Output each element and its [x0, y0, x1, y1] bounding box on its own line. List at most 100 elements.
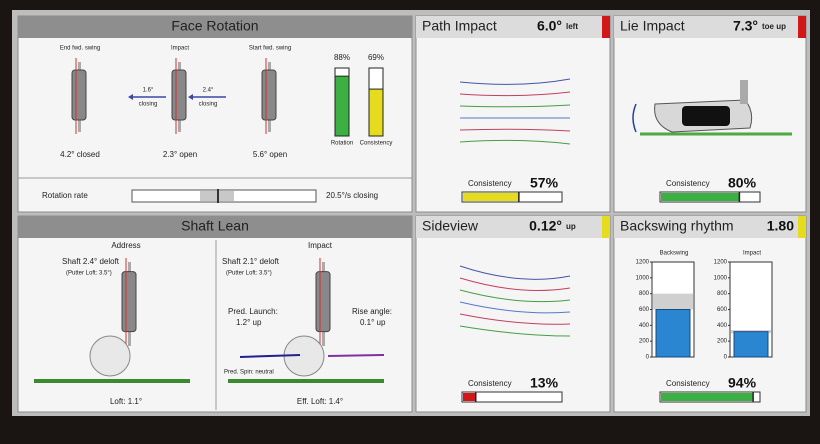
launch-value: 1.2° up [236, 318, 262, 327]
badge [602, 16, 610, 38]
target-range [653, 293, 693, 310]
putter-insert [682, 106, 730, 126]
panel-title: Lie Impact [620, 18, 685, 34]
rotation-rate-label: Rotation rate [42, 191, 88, 200]
meter-bar [334, 75, 350, 137]
putter-head [261, 69, 277, 121]
shaft-deloft: Shaft 2.1° deloft [222, 257, 280, 266]
panel [415, 215, 611, 413]
launch-arrow [239, 354, 301, 358]
shaft-deloft: Shaft 2.4° deloft [62, 257, 120, 266]
ball [89, 335, 131, 377]
panel-title: Face Rotation [171, 18, 258, 34]
chart-label: Impact [743, 251, 761, 257]
rise-value: 0.1° up [360, 318, 386, 327]
panel [415, 15, 611, 213]
y-tick-label: 0 [724, 355, 728, 361]
position-label: Impact [171, 46, 189, 52]
change-direction: closing [199, 102, 218, 108]
y-tick-label: 600 [717, 307, 728, 313]
meter-label: Consistency [360, 141, 393, 147]
arrow-head [128, 94, 133, 100]
panel-header [614, 16, 806, 38]
panel-value: 1.80 [767, 218, 794, 234]
y-tick-label: 1200 [714, 260, 728, 266]
panel-header [416, 216, 610, 238]
panel [613, 215, 807, 413]
column-label: Address [111, 241, 140, 250]
rise-arrow [327, 354, 385, 357]
panel-title: Path Impact [422, 18, 497, 34]
trace [459, 91, 571, 97]
consistency-label: Consistency [468, 179, 512, 188]
position-label: Start fwd. swing [249, 46, 291, 52]
consistency-label: Consistency [468, 379, 512, 388]
putter-hosel [740, 80, 748, 104]
position-angle: 4.2° closed [60, 150, 100, 159]
trace [459, 301, 571, 314]
consistency-bar [463, 393, 476, 401]
meter-bar [368, 88, 384, 137]
y-tick-label: 400 [717, 323, 728, 329]
badge [798, 16, 806, 38]
meter-label: Rotation [331, 141, 353, 147]
y-tick-label: 200 [639, 339, 650, 345]
y-tick-label: 400 [639, 323, 650, 329]
putter-loft: (Putter Loft: 3.5°) [226, 271, 272, 277]
column-label: Impact [308, 241, 333, 250]
trace [459, 289, 571, 303]
panel-value: 7.3° [733, 18, 758, 34]
spin: Pred. Spin: neutral [224, 370, 274, 376]
y-tick-label: 800 [717, 291, 728, 297]
y-tick-label: 1000 [714, 275, 728, 281]
panel-direction: left [566, 22, 578, 31]
panel-title: Backswing rhythm [620, 218, 734, 234]
meter-value: 69% [368, 53, 384, 62]
badge [602, 216, 610, 238]
y-tick-label: 200 [717, 339, 728, 345]
consistency-bar [661, 193, 740, 201]
putter-head [315, 271, 331, 333]
change-value: 1.6° [143, 88, 154, 94]
chart-label: Backswing [660, 251, 689, 257]
putter-head [171, 69, 187, 121]
consistency-value: 13% [530, 375, 559, 391]
panel-title: Shaft Lean [181, 218, 249, 234]
trace [459, 78, 571, 85]
y-tick-label: 1000 [636, 275, 650, 281]
arrow-head [188, 94, 193, 100]
bar [655, 309, 691, 358]
loft: Eff. Loft: 1.4° [297, 397, 343, 406]
panel-header [614, 216, 806, 238]
trace [459, 325, 571, 337]
panel-header [416, 16, 610, 38]
panel-value: 0.12° [529, 218, 562, 234]
position-angle: 5.6° open [253, 150, 287, 159]
consistency-label: Consistency [666, 379, 710, 388]
change-direction: closing [139, 102, 158, 108]
consistency-bar [661, 393, 754, 401]
lie-arrow [632, 103, 637, 133]
bar [733, 331, 769, 358]
rotation-rate-value: 20.5°/s closing [326, 191, 378, 200]
badge [798, 216, 806, 238]
trace [459, 277, 571, 291]
putter-loft: (Putter Loft: 3.5°) [66, 271, 112, 277]
consistency-value: 80% [728, 175, 757, 191]
position-angle: 2.3° open [163, 150, 197, 159]
trace [459, 139, 571, 145]
trace [459, 128, 571, 132]
panel-direction: up [566, 222, 576, 231]
trace [459, 265, 571, 280]
launch-label: Pred. Launch: [228, 307, 278, 316]
putter-head [71, 69, 87, 121]
panel-direction: toe up [762, 22, 786, 31]
panel-title: Sideview [422, 218, 479, 234]
meter-value: 88% [334, 53, 350, 62]
position-label: End fwd. swing [60, 46, 100, 52]
trace [459, 313, 571, 325]
y-tick-label: 600 [639, 307, 650, 313]
trace [459, 104, 571, 108]
